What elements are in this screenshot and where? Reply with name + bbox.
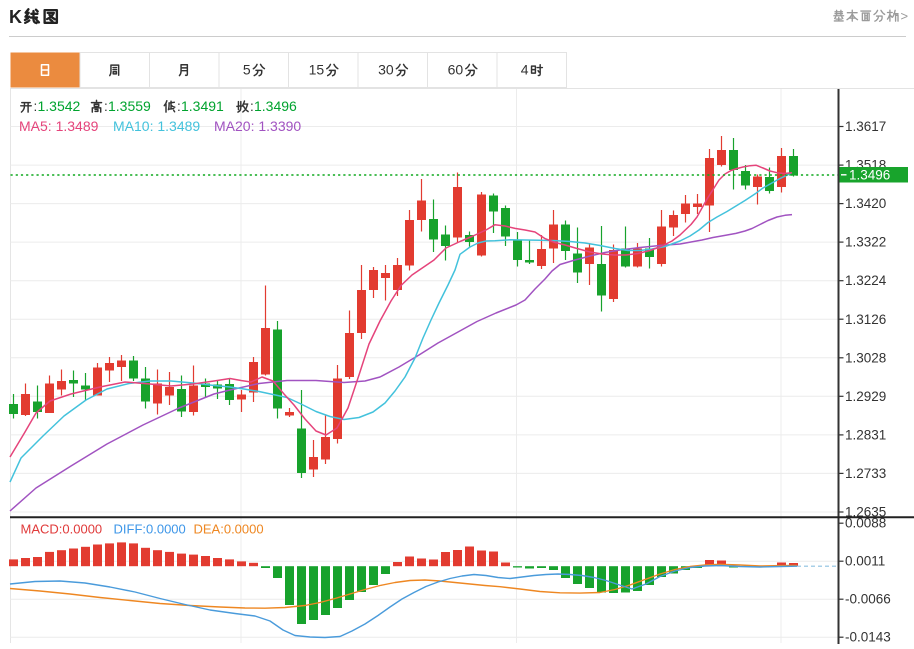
- svg-text:DIFF:0.0000: DIFF:0.0000: [114, 522, 186, 537]
- svg-text:K: K: [9, 7, 22, 27]
- svg-text:0.0011: 0.0011: [845, 554, 885, 569]
- svg-text:1.2831: 1.2831: [845, 427, 886, 442]
- svg-text:MACD:0.0000: MACD:0.0000: [21, 522, 103, 537]
- svg-text:60: 60: [448, 62, 464, 78]
- svg-text:0.0088: 0.0088: [845, 516, 886, 531]
- svg-text:1.3496: 1.3496: [254, 98, 297, 114]
- svg-text:>: >: [901, 9, 909, 24]
- svg-text:DEA:0.0000: DEA:0.0000: [194, 522, 264, 537]
- svg-text:1.2929: 1.2929: [845, 389, 886, 404]
- svg-text:MA20: 1.3390: MA20: 1.3390: [214, 118, 301, 134]
- svg-text:-0.0066: -0.0066: [845, 592, 891, 607]
- svg-text:1.3322: 1.3322: [845, 235, 886, 250]
- svg-text:15: 15: [309, 62, 325, 78]
- svg-text:1.3028: 1.3028: [845, 350, 886, 365]
- svg-text::: :: [177, 99, 181, 114]
- svg-text:1.3491: 1.3491: [181, 98, 224, 114]
- svg-text:1.3496: 1.3496: [849, 168, 890, 183]
- svg-text:1.2733: 1.2733: [845, 466, 886, 481]
- svg-text:MA10: 1.3489: MA10: 1.3489: [113, 118, 200, 134]
- svg-text:1.3617: 1.3617: [845, 119, 886, 134]
- svg-text:1.3420: 1.3420: [845, 196, 886, 211]
- svg-text:1.3542: 1.3542: [38, 98, 81, 114]
- svg-text:MA5: 1.3489: MA5: 1.3489: [19, 118, 99, 134]
- svg-text:4: 4: [521, 62, 529, 78]
- svg-text:5: 5: [243, 62, 251, 78]
- svg-text:-0.0143: -0.0143: [845, 630, 891, 644]
- svg-text::: :: [250, 99, 254, 114]
- svg-text:1.3559: 1.3559: [108, 98, 151, 114]
- svg-text:1.3224: 1.3224: [845, 273, 887, 288]
- svg-text:1.2635: 1.2635: [845, 505, 886, 520]
- svg-text::: :: [104, 99, 108, 114]
- svg-text:30: 30: [378, 62, 394, 78]
- svg-text:1.3126: 1.3126: [845, 312, 886, 327]
- svg-text::: :: [34, 99, 38, 114]
